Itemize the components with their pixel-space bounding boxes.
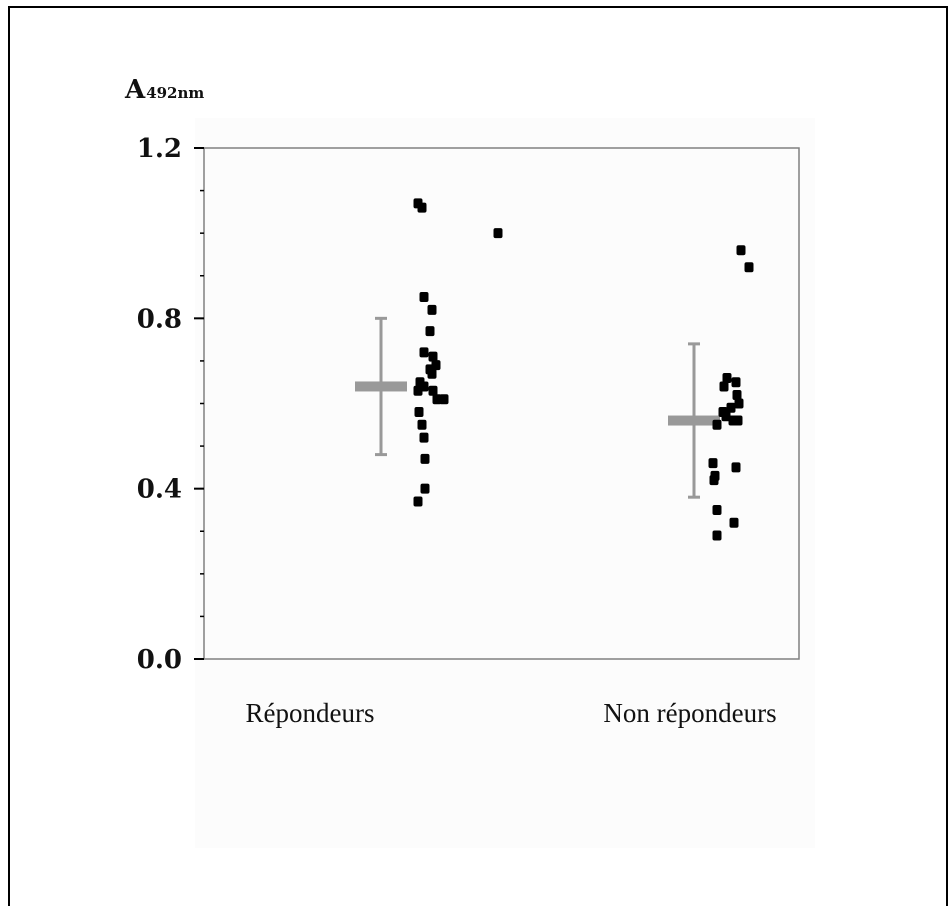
data-point [432, 394, 442, 405]
mean-marker [668, 415, 720, 426]
data-point [731, 377, 741, 388]
data-point [428, 385, 438, 396]
data-point [419, 292, 429, 303]
data-point [729, 517, 739, 528]
category-label-repondeurs: Répondeurs [246, 698, 375, 728]
data-point [719, 381, 729, 392]
data-point [744, 262, 754, 273]
data-point [428, 351, 438, 362]
data-point [712, 419, 722, 430]
data-point [709, 475, 719, 486]
y-axis-label: A492nm [124, 75, 204, 105]
y-axis-major-ticks [194, 147, 204, 660]
data-point [427, 304, 437, 315]
mean-sd-markers [355, 316, 720, 499]
data-point [413, 385, 423, 396]
chart-background [195, 118, 815, 848]
data-point [734, 398, 744, 409]
data-point [732, 389, 742, 400]
y-tick-label: 0.8 [137, 304, 182, 334]
data-point [439, 394, 449, 405]
y-tick-label: 0.4 [137, 475, 182, 505]
data-point [736, 245, 746, 256]
y-axis-tick-labels: 0.0 0.4 0.8 1.2 [137, 134, 182, 675]
data-point [413, 496, 423, 507]
data-point [425, 326, 435, 337]
data-point [420, 453, 430, 464]
data-point [708, 458, 718, 469]
figure-frame [8, 6, 948, 906]
data-point [417, 202, 427, 213]
mean-marker [355, 381, 407, 392]
data-point [721, 411, 731, 422]
data-point [419, 432, 429, 443]
y-tick-label: 1.2 [137, 134, 182, 164]
data-point [733, 415, 743, 426]
data-point [417, 419, 427, 430]
data-point [419, 347, 429, 358]
data-point [712, 504, 722, 515]
data-point [414, 407, 424, 418]
category-label-non-repondeurs: Non répondeurs [603, 698, 776, 728]
data-point [722, 372, 732, 383]
data-points [413, 198, 754, 541]
data-point [712, 530, 722, 541]
data-point [493, 228, 503, 239]
data-point [726, 402, 736, 413]
data-point [420, 483, 430, 494]
data-point [427, 368, 437, 379]
y-tick-label: 0.0 [137, 645, 182, 675]
data-point [731, 462, 741, 473]
